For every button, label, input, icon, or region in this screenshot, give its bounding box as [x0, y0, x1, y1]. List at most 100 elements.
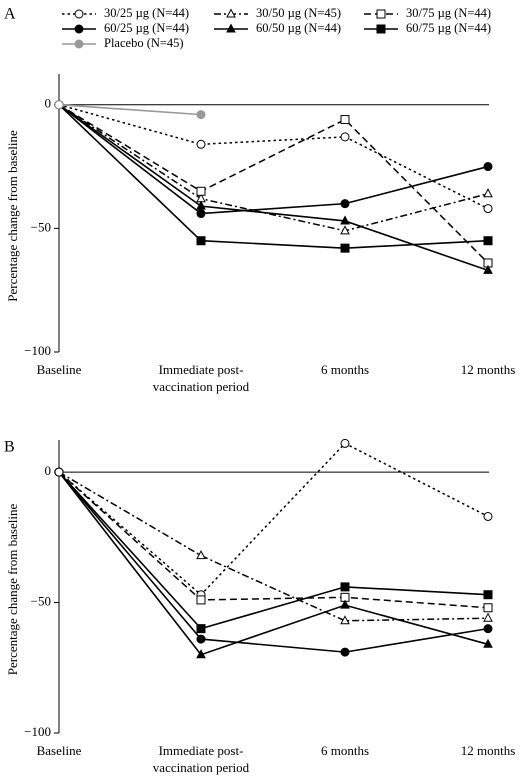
x-tick-label: 12 months [461, 362, 516, 377]
data-point [340, 438, 350, 448]
data-point [340, 647, 350, 657]
series-4 [54, 467, 493, 659]
legend-label: 60/75 µg (N=44) [406, 21, 491, 35]
data-point [483, 511, 493, 521]
series-line [58, 104, 489, 210]
series-1 [54, 467, 493, 625]
y-axis-title: Percentage change from baseline [5, 504, 20, 676]
x-tick-label: Immediate post- [159, 362, 244, 377]
data-point [196, 209, 206, 219]
legend-marker [226, 23, 236, 33]
legend-item: 30/75 µg (N=44) [364, 6, 491, 20]
data-point [196, 649, 206, 659]
x-tick-label: Immediate post- [159, 743, 244, 758]
data-point [196, 634, 206, 644]
data-point [54, 467, 64, 477]
data-point [340, 215, 350, 225]
legend-label: 30/50 µg (N=45) [256, 6, 341, 20]
data-point [483, 603, 493, 613]
data-point [196, 110, 206, 120]
legend-item: 60/75 µg (N=44) [364, 21, 491, 35]
legend-label: Placebo (N=45) [104, 36, 184, 50]
x-tick-label: 6 months [321, 743, 369, 758]
x-tick-label: vaccination period [153, 379, 250, 394]
series-5 [54, 467, 493, 634]
data-point [340, 582, 350, 592]
data-point [196, 624, 206, 634]
series-line [58, 471, 489, 622]
panel-label: A [4, 6, 16, 23]
series-5 [54, 100, 493, 253]
data-point [196, 186, 206, 196]
data-point [340, 243, 350, 253]
legend-label: 30/25 µg (N=44) [104, 6, 189, 20]
data-point [196, 139, 206, 149]
legend-marker [376, 9, 386, 19]
data-point [196, 236, 206, 246]
series-line [58, 103, 202, 116]
series-line [58, 104, 489, 215]
data-point [196, 200, 206, 210]
series-line [58, 442, 489, 596]
y-tick-label: −50 [31, 219, 51, 234]
data-point [483, 590, 493, 600]
legend-marker [376, 24, 386, 34]
x-tick-label: 6 months [321, 362, 369, 377]
x-tick-label: Baseline [37, 362, 82, 377]
chart-panel-a: A 0 −50 −100 Percentage change from baseline… [4, 6, 515, 394]
x-tick-label: 12 months [461, 743, 516, 758]
data-point [483, 264, 493, 274]
y-tick-label: 0 [45, 96, 52, 111]
chart-panel-b: B 0 −50 −100 Percentage change from baseline… [4, 439, 515, 775]
legend-item: 30/25 µg (N=44) [62, 6, 189, 20]
data-point [483, 624, 493, 634]
data-point [196, 595, 206, 605]
series-4 [54, 100, 493, 274]
series-2 [54, 100, 493, 268]
legend-marker [226, 8, 236, 18]
series-line [58, 471, 489, 609]
data-point [196, 550, 206, 560]
data-point [483, 162, 493, 172]
data-point [340, 615, 350, 625]
series-line [58, 471, 489, 656]
data-point [340, 132, 350, 142]
legend: 30/25 µg (N=44) 30/50 µg (N=45) 30/75 µg (… [62, 6, 491, 50]
legend-item: 60/50 µg (N=44) [214, 21, 341, 35]
series-0 [54, 438, 493, 600]
legend-marker [74, 39, 84, 49]
series-line [58, 471, 489, 630]
series-line [58, 104, 489, 249]
series-3 [54, 100, 493, 219]
data-point [483, 204, 493, 214]
x-tick-label: vaccination period [153, 760, 250, 775]
legend-item: 60/25 µg (N=44) [62, 21, 189, 35]
series-line [58, 104, 489, 272]
x-tick-label: Baseline [37, 743, 82, 758]
y-tick-label: −100 [24, 343, 51, 358]
legend-label: 30/75 µg (N=44) [406, 6, 491, 20]
data-point [340, 199, 350, 209]
data-point [340, 225, 350, 235]
data-point [340, 115, 350, 125]
y-tick-label: −50 [31, 594, 51, 609]
y-tick-label: 0 [45, 463, 52, 478]
legend-item: Placebo (N=45) [62, 36, 184, 50]
series-line [58, 471, 489, 653]
legend-label: 60/25 µg (N=44) [104, 21, 189, 35]
series-0 [54, 100, 493, 214]
data-point [483, 612, 493, 622]
legend-label: 60/50 µg (N=44) [256, 21, 341, 35]
y-axis-title: Percentage change from baseline [5, 130, 20, 302]
data-point [483, 188, 493, 198]
data-point [483, 638, 493, 648]
data-point [340, 599, 350, 609]
legend-item: 30/50 µg (N=45) [214, 6, 341, 20]
y-tick-label: −100 [24, 724, 51, 739]
series-line [58, 104, 489, 264]
legend-marker [74, 9, 84, 19]
series-line [58, 104, 489, 232]
legend-marker [74, 24, 84, 34]
panel-label: B [4, 439, 15, 456]
